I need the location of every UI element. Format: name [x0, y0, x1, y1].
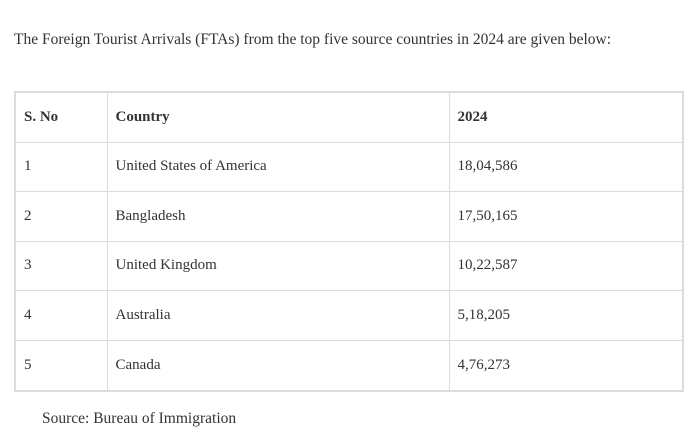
fta-table-container: S. No Country 2024 1 United States of Am…	[14, 91, 684, 392]
cell-country: Bangladesh	[106, 191, 450, 242]
cell-arrivals: 18,04,586	[448, 141, 682, 193]
source-note: Source: Bureau of Immigration	[42, 410, 237, 427]
cell-serial-number: 1	[16, 141, 108, 193]
cell-country: Canada	[106, 339, 450, 390]
table-row: 2 Bangladesh 17,50,165	[16, 191, 682, 242]
header-serial-number: S. No	[16, 93, 108, 143]
intro-text: The Foreign Tourist Arrivals (FTAs) from…	[14, 31, 612, 48]
table-row: 1 United States of America 18,04,586	[16, 141, 682, 193]
cell-arrivals: 4,76,273	[448, 339, 682, 390]
cell-country: United States of America	[106, 141, 450, 193]
table-header-row: S. No Country 2024	[16, 93, 682, 143]
header-year-2024: 2024	[448, 93, 682, 143]
cell-arrivals: 5,18,205	[448, 290, 682, 341]
header-country: Country	[106, 93, 450, 143]
table-row: 4 Australia 5,18,205	[16, 290, 682, 341]
cell-serial-number: 2	[16, 191, 108, 242]
cell-arrivals: 10,22,587	[448, 240, 682, 292]
cell-serial-number: 5	[16, 339, 108, 390]
table-row: 5 Canada 4,76,273	[16, 339, 682, 390]
cell-serial-number: 3	[16, 240, 108, 292]
table-row: 3 United Kingdom 10,22,587	[16, 240, 682, 292]
fta-table: S. No Country 2024 1 United States of Am…	[16, 93, 682, 390]
cell-arrivals: 17,50,165	[448, 191, 682, 242]
cell-country: Australia	[106, 290, 450, 341]
cell-serial-number: 4	[16, 290, 108, 341]
cell-country: United Kingdom	[106, 240, 450, 292]
